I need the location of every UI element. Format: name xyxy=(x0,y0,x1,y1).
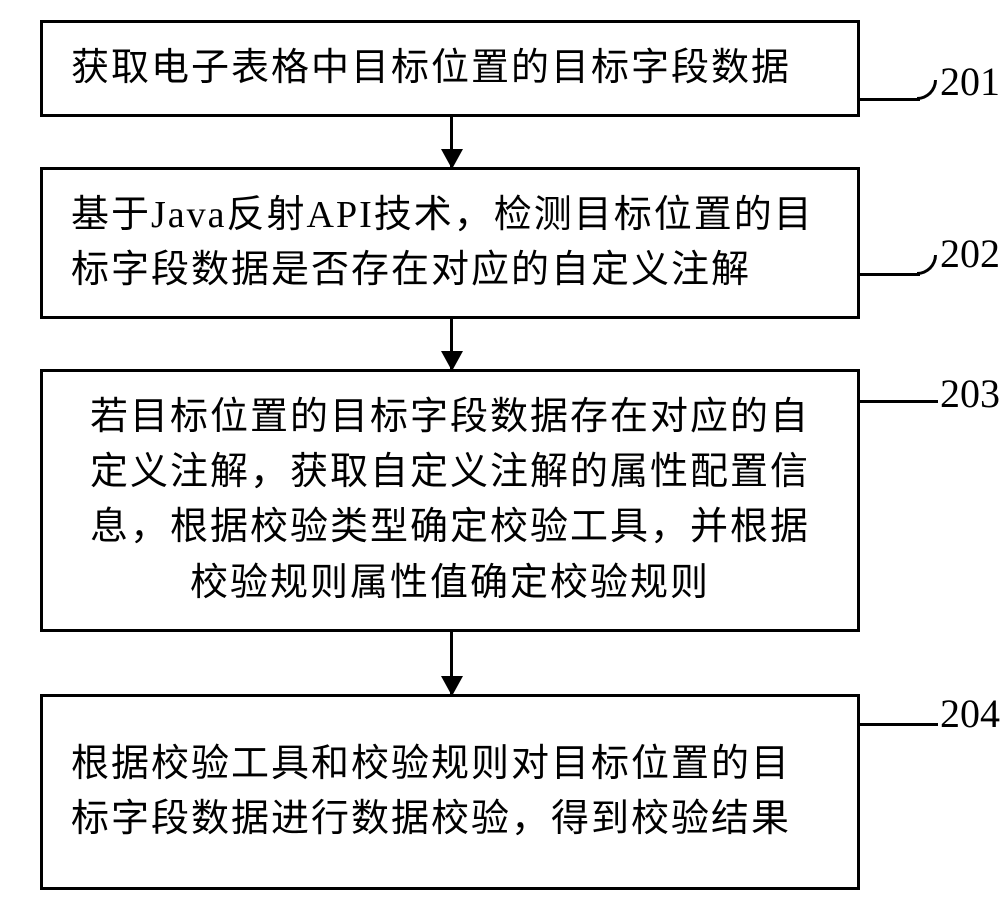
flow-label-4-wrap: 204 xyxy=(940,690,1000,737)
leader-line-4 xyxy=(860,723,938,726)
flow-node-3: 若目标位置的目标字段数据存在对应的自定义注解，获取自定义注解的属性配置信息，根据… xyxy=(40,369,860,631)
flow-label-1-wrap: 201 xyxy=(940,58,1000,105)
flow-label-3-wrap: 203 xyxy=(940,370,1000,417)
flow-node-4-text: 根据校验工具和校验规则对目标位置的目标字段数据进行数据校验，得到校验结果 xyxy=(71,737,829,847)
leader-line-1 xyxy=(860,98,920,101)
flow-node-2-text: 基于Java反射API技术，检测目标位置的目标字段数据是否存在对应的自定义注解 xyxy=(71,188,829,298)
arrowhead-icon xyxy=(441,149,463,169)
flow-label-2: 202 xyxy=(940,231,1000,276)
flow-edge-1 xyxy=(450,117,453,167)
leader-curve-2 xyxy=(917,255,937,275)
flow-edge-2 xyxy=(450,319,453,369)
leader-line-3 xyxy=(860,400,938,403)
flow-label-2-wrap: 202 xyxy=(940,230,1000,277)
arrowhead-icon xyxy=(441,676,463,696)
flow-label-3: 203 xyxy=(940,371,1000,416)
flow-label-1: 201 xyxy=(940,59,1000,104)
flow-node-1-text: 获取电子表格中目标位置的目标字段数据 xyxy=(71,41,829,96)
leader-curve-1 xyxy=(917,80,937,100)
flow-label-4: 204 xyxy=(940,691,1000,736)
flow-node-3-text: 若目标位置的目标字段数据存在对应的自定义注解，获取自定义注解的属性配置信息，根据… xyxy=(71,390,829,610)
flowchart-container: 获取电子表格中目标位置的目标字段数据 201 基于Java反射API技术，检测目… xyxy=(40,20,960,890)
flow-node-4: 根据校验工具和校验规则对目标位置的目标字段数据进行数据校验，得到校验结果 xyxy=(40,694,860,890)
leader-line-2 xyxy=(860,273,920,276)
arrowhead-icon xyxy=(441,351,463,371)
flow-node-2: 基于Java反射API技术，检测目标位置的目标字段数据是否存在对应的自定义注解 xyxy=(40,167,860,319)
flow-edge-3 xyxy=(450,632,453,694)
flow-node-1: 获取电子表格中目标位置的目标字段数据 xyxy=(40,20,860,117)
